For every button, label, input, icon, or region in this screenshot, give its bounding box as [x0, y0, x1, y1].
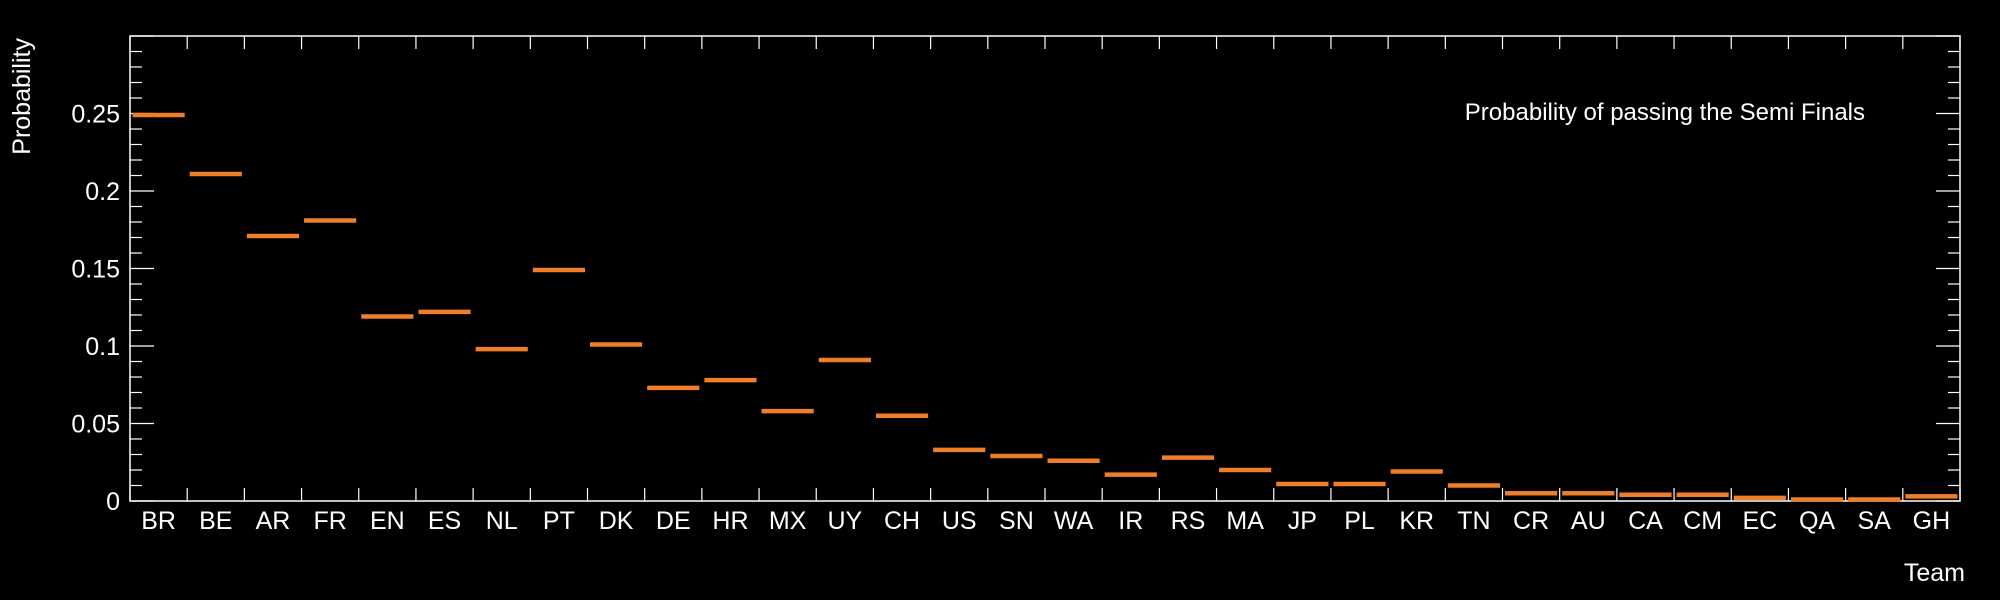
x-tick-label: WA — [1054, 507, 1094, 535]
x-tick-label: JP — [1288, 507, 1317, 535]
x-tick-label: TN — [1457, 507, 1490, 535]
x-tick-label: CH — [884, 507, 920, 535]
x-tick-label: KR — [1399, 507, 1434, 535]
x-tick-label: PT — [543, 507, 575, 535]
x-tick-label: CR — [1513, 507, 1549, 535]
x-tick-label: EN — [370, 507, 405, 535]
x-tick-label: RS — [1171, 507, 1206, 535]
y-tick-label: 0.15 — [71, 256, 120, 284]
y-tick-label: 0.05 — [71, 411, 120, 439]
x-tick-label: FR — [313, 507, 346, 535]
x-tick-label: NL — [486, 507, 518, 535]
y-axis-label: Probability — [8, 38, 36, 155]
x-tick-label: DE — [656, 507, 691, 535]
x-tick-label: HR — [712, 507, 748, 535]
series-bars — [132, 112, 1958, 502]
y-tick-label: 0 — [106, 488, 120, 516]
x-tick-label: BR — [141, 507, 176, 535]
x-tick-label: BE — [199, 507, 232, 535]
chart-annotation: Probability of passing the Semi Finals — [1465, 99, 1865, 126]
x-tick-label: MA — [1226, 507, 1264, 535]
y-tick-label: 0.1 — [85, 333, 120, 361]
x-tick-label: EC — [1742, 507, 1777, 535]
x-axis-label: Team — [1904, 559, 1965, 587]
x-tick-label: ES — [428, 507, 461, 535]
x-tick-label: AU — [1571, 507, 1606, 535]
x-tick-label: CM — [1683, 507, 1722, 535]
y-tick-label: 0.2 — [85, 178, 120, 206]
x-tick-label: GH — [1913, 507, 1951, 535]
x-tick-label: CA — [1628, 507, 1663, 535]
x-tick-label: QA — [1799, 507, 1835, 535]
x-tick-label: AR — [256, 507, 291, 535]
x-tick-label: MX — [769, 507, 807, 535]
x-tick-label: SN — [999, 507, 1034, 535]
x-tick-label: UY — [827, 507, 862, 535]
x-tick-label: SA — [1858, 507, 1892, 535]
x-tick-label: IR — [1118, 507, 1143, 535]
x-axis-ticks: BR BE AR FR EN ES NL PT DK DE HR MX UY CH US SN WA IR RS MA… — [129, 36, 1961, 535]
x-tick-label: DK — [599, 507, 634, 535]
x-tick-label: US — [942, 507, 977, 535]
y-tick-label: 0.25 — [71, 101, 120, 129]
x-tick-label: PL — [1344, 507, 1375, 535]
y-axis-ticks: 0 0.05 0.1 0.15 0.2 0.25 — [71, 35, 1960, 516]
